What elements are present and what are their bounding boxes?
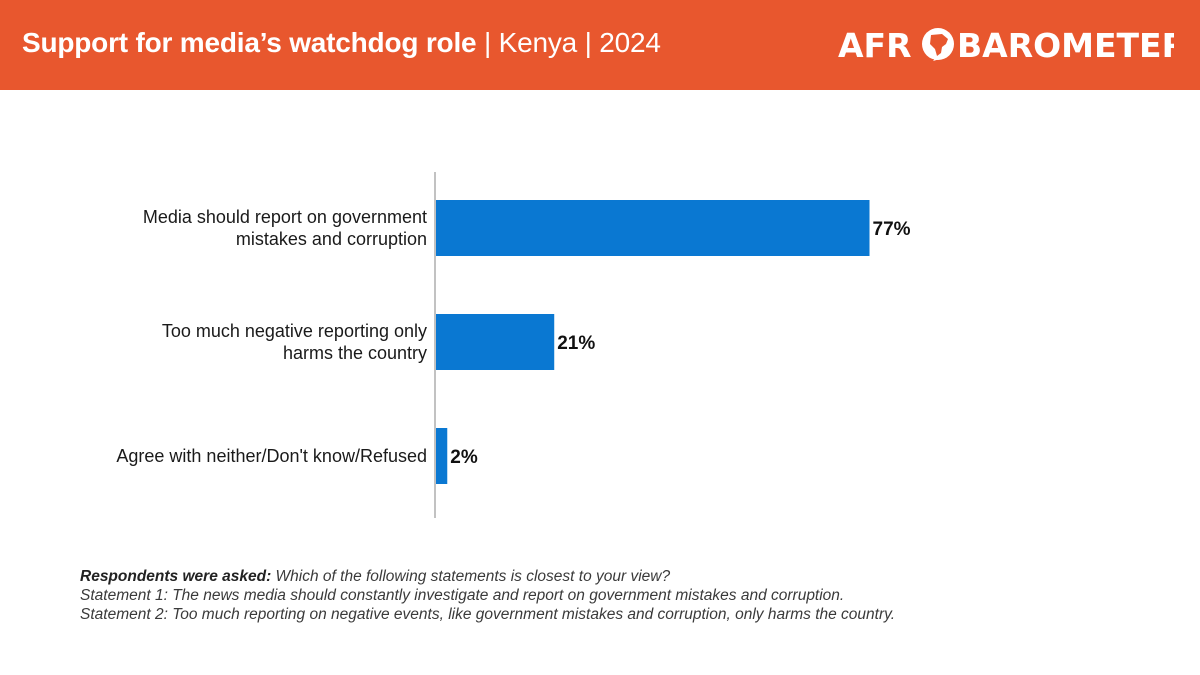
category-label-2-line-2: harms the country <box>283 343 427 363</box>
title-country-year: | Kenya | 2024 <box>476 27 661 58</box>
title-main: Support for media’s watchdog role <box>22 27 477 58</box>
bar-3 <box>436 428 448 484</box>
logo-text-left: AFR <box>838 26 912 65</box>
note-question-line: Respondents were asked: Which of the fol… <box>80 567 1160 586</box>
category-label-2-line-1: Too much negative reporting only <box>162 321 427 341</box>
africa-o-icon <box>922 28 954 61</box>
note-question: Which of the following statements is clo… <box>271 568 671 585</box>
note-lead: Respondents were asked: <box>80 568 272 585</box>
afrobarometer-logo: AFR BAROMETER <box>838 26 1174 65</box>
bar-1 <box>436 200 870 256</box>
survey-question-note: Respondents were asked: Which of the fol… <box>80 567 1160 624</box>
category-label-3: Agree with neither/Don't know/Refused <box>116 446 427 466</box>
bar-2 <box>436 314 555 370</box>
bar-chart: 77% Media should report on government mist… <box>116 172 911 518</box>
note-statement-2: Statement 2: Too much reporting on negat… <box>80 606 896 623</box>
category-label-1-line-1: Media should report on government <box>143 207 427 227</box>
value-label-2: 21% <box>557 333 595 354</box>
value-label-3: 2% <box>450 447 478 468</box>
category-label-3-line-1: Agree with neither/Don't know/Refused <box>116 446 427 466</box>
logo-text-right: BAROMETER <box>957 26 1174 65</box>
category-label-1: Media should report on government mistake… <box>143 207 427 249</box>
note-statement-1: Statement 1: The news media should const… <box>80 587 845 604</box>
category-label-2: Too much negative reporting only harms th… <box>162 321 427 363</box>
value-label-1: 77% <box>873 219 911 240</box>
page-title: Support for media’s watchdog role | Keny… <box>22 27 661 59</box>
header-banner: Support for media’s watchdog role | Keny… <box>0 0 1200 90</box>
category-label-1-line-2: mistakes and corruption <box>236 229 427 249</box>
